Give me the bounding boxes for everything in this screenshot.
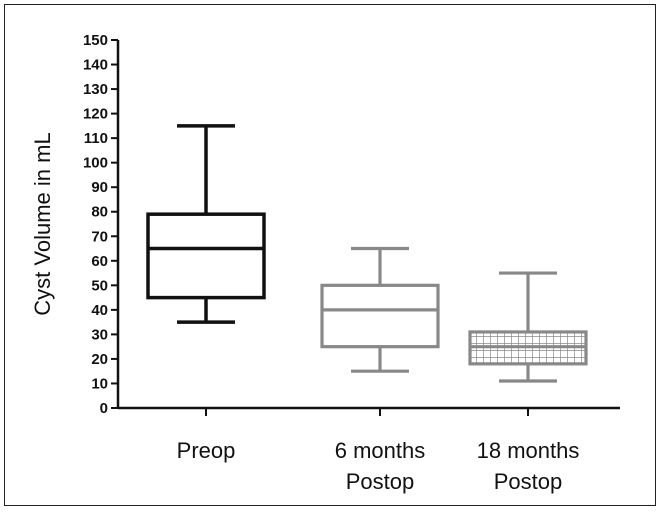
iqr-box (146, 212, 266, 300)
y-tick-label: 150 (83, 32, 108, 49)
y-tick-label: 130 (83, 81, 108, 98)
category-label: Postop (494, 469, 563, 494)
y-tick-label: 10 (91, 375, 108, 392)
category-label: 6 months (335, 438, 426, 463)
box-3 (468, 271, 588, 383)
box-2 (320, 246, 440, 373)
y-tick-label: 40 (91, 302, 108, 319)
y-tick-label: 70 (91, 228, 108, 245)
labels: 0 10 20 30 40 50 60 70 80 90 100 110 120 130 140 150 Cys… (30, 32, 579, 494)
y-tick-label: 30 (91, 326, 108, 343)
y-tick-label: 100 (83, 155, 108, 172)
y-tick-label: 140 (83, 57, 108, 74)
y-axis-title: Cyst Volume in mL (30, 132, 55, 315)
y-tick-label: 80 (91, 204, 108, 221)
y-tick-label: 50 (91, 277, 108, 294)
category-label: Preop (177, 438, 236, 463)
y-tick-label: 0 (100, 400, 108, 417)
axes (111, 39, 620, 416)
y-tick-label: 120 (83, 106, 108, 123)
y-tick-label: 110 (84, 130, 108, 147)
category-label: Postop (346, 469, 415, 494)
y-tick-label: 60 (91, 253, 108, 270)
box-1 (146, 124, 266, 324)
category-label: 18 months (477, 438, 580, 463)
chart-frame (4, 4, 656, 506)
y-tick-label: 20 (91, 351, 108, 368)
iqr-box (320, 283, 440, 349)
boxes (146, 124, 588, 383)
y-tick-label: 90 (91, 179, 108, 196)
